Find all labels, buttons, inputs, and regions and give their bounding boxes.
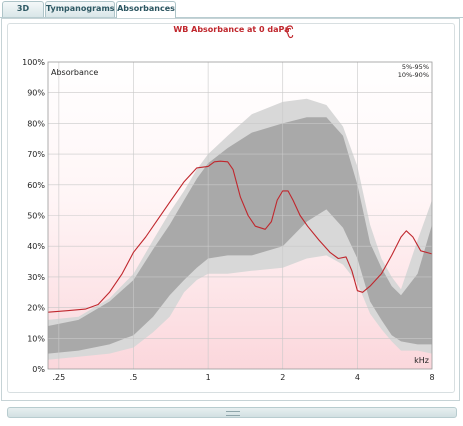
y-tick-label: 0% (32, 365, 45, 374)
tab-tympanograms[interactable]: Tympanograms (45, 1, 115, 17)
y-axis-label: Absorbance (51, 68, 98, 77)
x-tick-label: .25 (52, 373, 65, 382)
legend-outer-band: 5%-95% (402, 63, 429, 71)
right-ear-icon (285, 25, 294, 39)
tab-absorbances[interactable]: Absorbances (116, 1, 176, 19)
y-tick-label: 10% (27, 334, 45, 343)
x-tick-label: 1 (206, 373, 211, 382)
y-tick-label: 40% (27, 242, 45, 251)
absorbance-curve (48, 160, 432, 313)
y-tick-label: 20% (27, 304, 45, 313)
x-tick-label: 4 (355, 373, 360, 382)
y-tick-label: 60% (27, 181, 45, 190)
y-tick-label: 80% (27, 119, 45, 128)
x-axis-unit-label: kHz (414, 356, 429, 365)
grip-handle-icon[interactable] (226, 411, 240, 416)
y-tick-label: 30% (27, 273, 45, 282)
y-tick-label: 90% (27, 89, 45, 98)
panel-splitter[interactable] (7, 407, 457, 418)
y-tick-label: 50% (27, 212, 45, 221)
chart-title: WB Absorbance at 0 daPa (0, 25, 463, 34)
band-10-90 (48, 117, 432, 354)
x-tick-label: 2 (280, 373, 285, 382)
y-tick-label: 70% (27, 150, 45, 159)
y-tick-label: 100% (22, 58, 45, 67)
x-tick-label: .5 (130, 373, 138, 382)
x-tick-label: 8 (429, 373, 434, 382)
chart-title-text: WB Absorbance at 0 daPa (173, 25, 290, 34)
plot-frame (47, 61, 433, 370)
legend-inner-band: 10%-90% (398, 71, 429, 79)
